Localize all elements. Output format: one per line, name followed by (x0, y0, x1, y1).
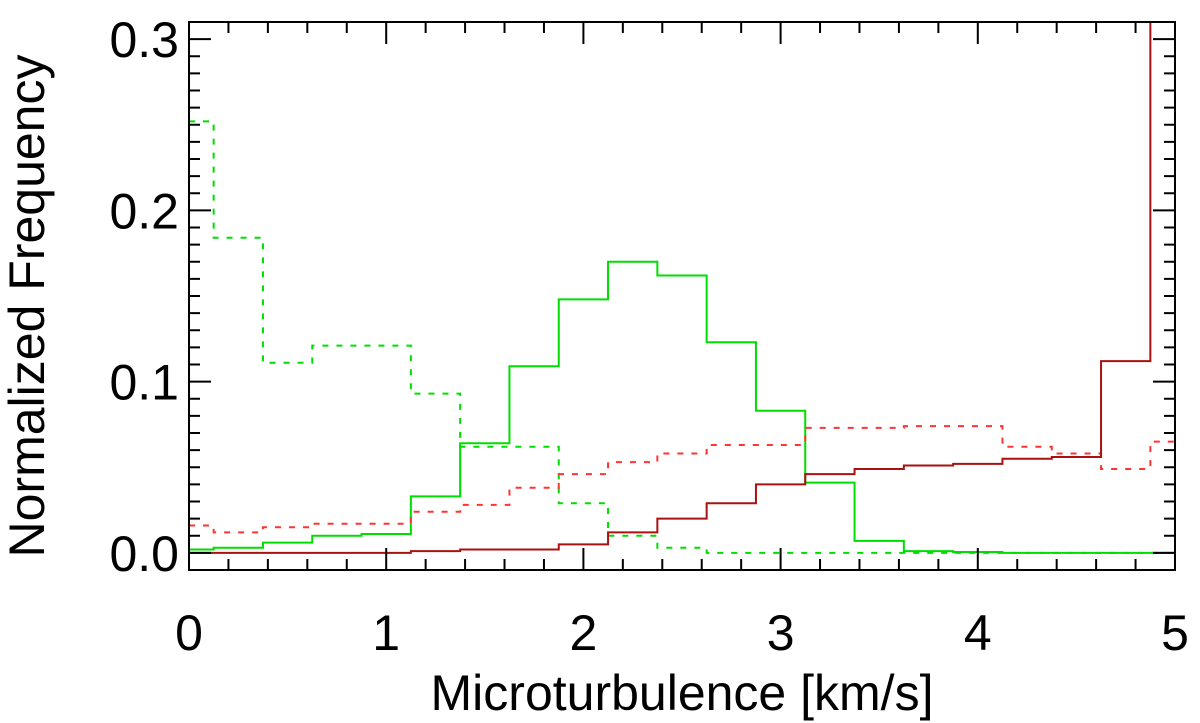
x-tick-label: 4 (964, 605, 992, 661)
y-axis-label: Normalized Frequency (0, 55, 55, 558)
y-tick-label: 0.3 (109, 12, 179, 68)
x-tick-labels: 0 1 2 3 4 5 (175, 605, 1189, 661)
y-tick-label: 0.2 (109, 183, 179, 239)
y-tick-label: 0.0 (109, 526, 179, 582)
x-tick-label: 1 (372, 605, 400, 661)
plot-lines (189, 21, 1175, 554)
series-line-3 (189, 425, 1175, 534)
axis-ticks (188, 22, 1176, 570)
x-tick-label: 0 (175, 605, 203, 661)
x-axis-label: Microturbulence [km/s] (431, 665, 934, 721)
series-line-2 (189, 260, 1175, 554)
series-line-4 (189, 21, 1175, 554)
x-tick-label: 3 (767, 605, 795, 661)
y-tick-label: 0.1 (109, 355, 179, 411)
plot-frame (188, 21, 1176, 571)
x-tick-label: 2 (569, 605, 597, 661)
x-tick-label: 5 (1161, 605, 1189, 661)
y-tick-labels: 0.0 0.1 0.2 0.3 (109, 12, 179, 582)
series-line-1 (189, 120, 1175, 554)
